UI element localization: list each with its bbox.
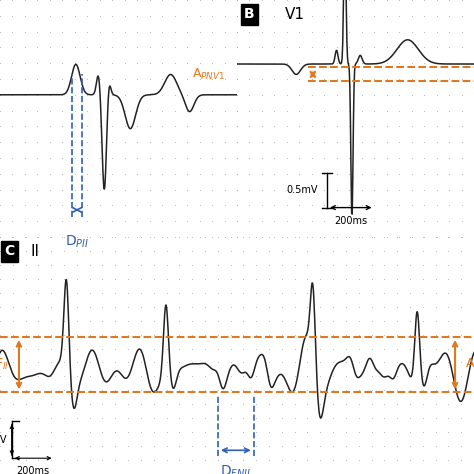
Text: D$_{FNII}$: D$_{FNII}$ xyxy=(220,464,251,474)
Text: D$_{PII}$: D$_{PII}$ xyxy=(65,234,89,250)
Text: C: C xyxy=(5,244,15,258)
Text: A$_{FNII}$: A$_{FNII}$ xyxy=(465,357,474,372)
Text: 200ms: 200ms xyxy=(17,466,50,474)
Text: V1: V1 xyxy=(284,7,304,22)
Text: 0.5mV: 0.5mV xyxy=(286,185,318,195)
Text: 200ms: 200ms xyxy=(334,216,367,226)
Text: A$_{PNV1}$: A$_{PNV1}$ xyxy=(192,67,225,82)
Text: B: B xyxy=(244,7,255,21)
Text: 0.5mV: 0.5mV xyxy=(0,435,7,445)
Text: F$_{II}$: F$_{II}$ xyxy=(0,357,9,372)
Text: II: II xyxy=(31,244,40,259)
